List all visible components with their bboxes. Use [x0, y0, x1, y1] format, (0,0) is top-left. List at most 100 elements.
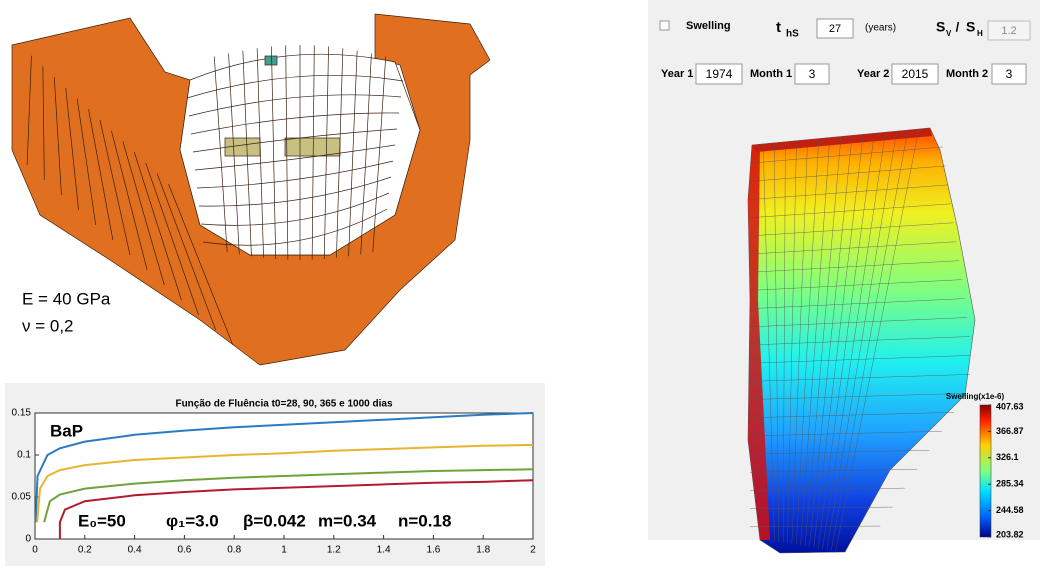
poisson-label: ν = 0,2	[22, 316, 74, 335]
y-tick-label: 0	[25, 534, 31, 545]
colorbar-label: Swelling(x1e-6)	[946, 392, 1005, 401]
t-unit: (years)	[865, 23, 896, 34]
mesh-line	[817, 133, 875, 549]
x-tick-label: 1	[281, 545, 287, 556]
parameter-label: β=0.042	[243, 511, 306, 530]
t-input[interactable]	[816, 18, 854, 39]
mesh-line	[749, 317, 968, 328]
ratio-input[interactable]	[987, 20, 1031, 41]
sh-sub: H	[977, 29, 983, 38]
mesh-line	[749, 431, 942, 437]
colorbar-tick-label: 407.63	[996, 401, 1024, 411]
mesh-line	[787, 140, 797, 544]
mesh-line	[53, 77, 62, 196]
mesh-line	[65, 87, 79, 211]
ratio-value: 1.2	[1001, 25, 1016, 37]
colorbar-tick-label: 285.34	[996, 479, 1024, 489]
month1-value: 3	[809, 67, 816, 81]
mesh-line	[791, 139, 808, 544]
mesh-line	[762, 143, 775, 541]
mesh-line	[749, 525, 881, 528]
mesh-line	[749, 165, 946, 182]
mesh-line	[285, 45, 289, 260]
x-tick-label: 0.4	[128, 545, 142, 556]
mesh-line	[749, 241, 957, 255]
mesh-line	[323, 46, 329, 260]
mesh-line	[749, 336, 971, 346]
mesh-line	[749, 298, 965, 309]
month2-value: 3	[1006, 67, 1013, 81]
mesh-line	[99, 119, 131, 256]
mesh-line	[196, 160, 394, 189]
colorbar	[979, 404, 992, 538]
mesh-line	[749, 374, 971, 382]
mesh-line	[749, 222, 954, 237]
month2-label: Month 2	[946, 68, 988, 80]
colorbar-tick-label: 366.87	[996, 426, 1024, 436]
t-sub: hS	[786, 29, 799, 40]
dam-section	[747, 127, 976, 554]
swelling-label: Swelling	[686, 20, 731, 32]
colorbar-tick-label: 203.82	[996, 529, 1024, 539]
y-tick-label: 0.1	[17, 450, 31, 461]
x-tick-label: 0.8	[227, 545, 241, 556]
mesh-line	[122, 141, 165, 286]
x-tick-label: 2	[530, 545, 536, 556]
t-value: 27	[829, 23, 841, 35]
mesh-line	[88, 109, 114, 241]
sv-sub: V	[946, 29, 952, 38]
month1-input[interactable]	[794, 63, 830, 85]
x-tick-label: 1.2	[327, 545, 341, 556]
colorbar-tick-label: 326.1	[996, 452, 1019, 462]
parameter-label: n=0.18	[398, 511, 451, 530]
sv-label: S	[936, 19, 945, 35]
mesh-line	[822, 132, 886, 550]
mesh-line	[749, 260, 960, 273]
mesh-line	[813, 134, 864, 548]
mesh-line	[145, 162, 199, 316]
mesh-line	[76, 98, 97, 226]
parameter-label: E₀=50	[78, 511, 126, 530]
mesh-line	[749, 487, 905, 491]
ratio-sep: /	[952, 19, 963, 34]
mesh-line	[168, 184, 234, 346]
year2-label: Year 2	[857, 68, 889, 80]
year1-input[interactable]	[695, 63, 743, 85]
mesh-line	[749, 146, 943, 164]
dam-mesh	[11, 13, 491, 366]
mesh-line	[826, 131, 897, 550]
series-line	[43, 468, 534, 523]
mesh-line	[213, 56, 228, 253]
mesh-line	[42, 66, 45, 181]
colorbar-tick-label: 244.58	[996, 505, 1024, 515]
mesh-line	[202, 208, 388, 246]
x-tick-label: 0	[32, 545, 38, 556]
mesh-line	[194, 144, 396, 171]
chart-title: Função de Fluência t0=28, 90, 365 e 1000…	[175, 399, 392, 410]
x-tick-label: 0.2	[78, 545, 92, 556]
month1-label: Month 1	[750, 68, 792, 80]
mesh-line	[133, 152, 182, 301]
mesh-line	[156, 173, 217, 331]
modulus-label: E = 40 GPa	[22, 289, 111, 308]
sh-label: S	[966, 19, 975, 35]
y-tick-label: 0.05	[12, 492, 32, 503]
year2-input[interactable]	[891, 63, 939, 85]
annotation: BaP	[50, 421, 83, 440]
x-tick-label: 1.6	[426, 545, 440, 556]
mesh-line	[190, 112, 400, 135]
mesh-line	[186, 74, 404, 99]
x-tick-label: 1.4	[377, 545, 391, 556]
checkbox[interactable]	[659, 20, 670, 31]
mesh-line	[372, 56, 387, 253]
mesh-line	[198, 176, 392, 207]
series-line	[34, 412, 534, 523]
mesh-line	[749, 355, 971, 364]
month2-input[interactable]	[991, 63, 1027, 85]
year1-value: 1974	[706, 67, 733, 81]
mesh-line	[804, 136, 842, 547]
year2-value: 2015	[902, 67, 929, 81]
mesh-line	[256, 48, 264, 258]
mesh-line	[749, 468, 918, 473]
mesh-line	[749, 506, 893, 509]
